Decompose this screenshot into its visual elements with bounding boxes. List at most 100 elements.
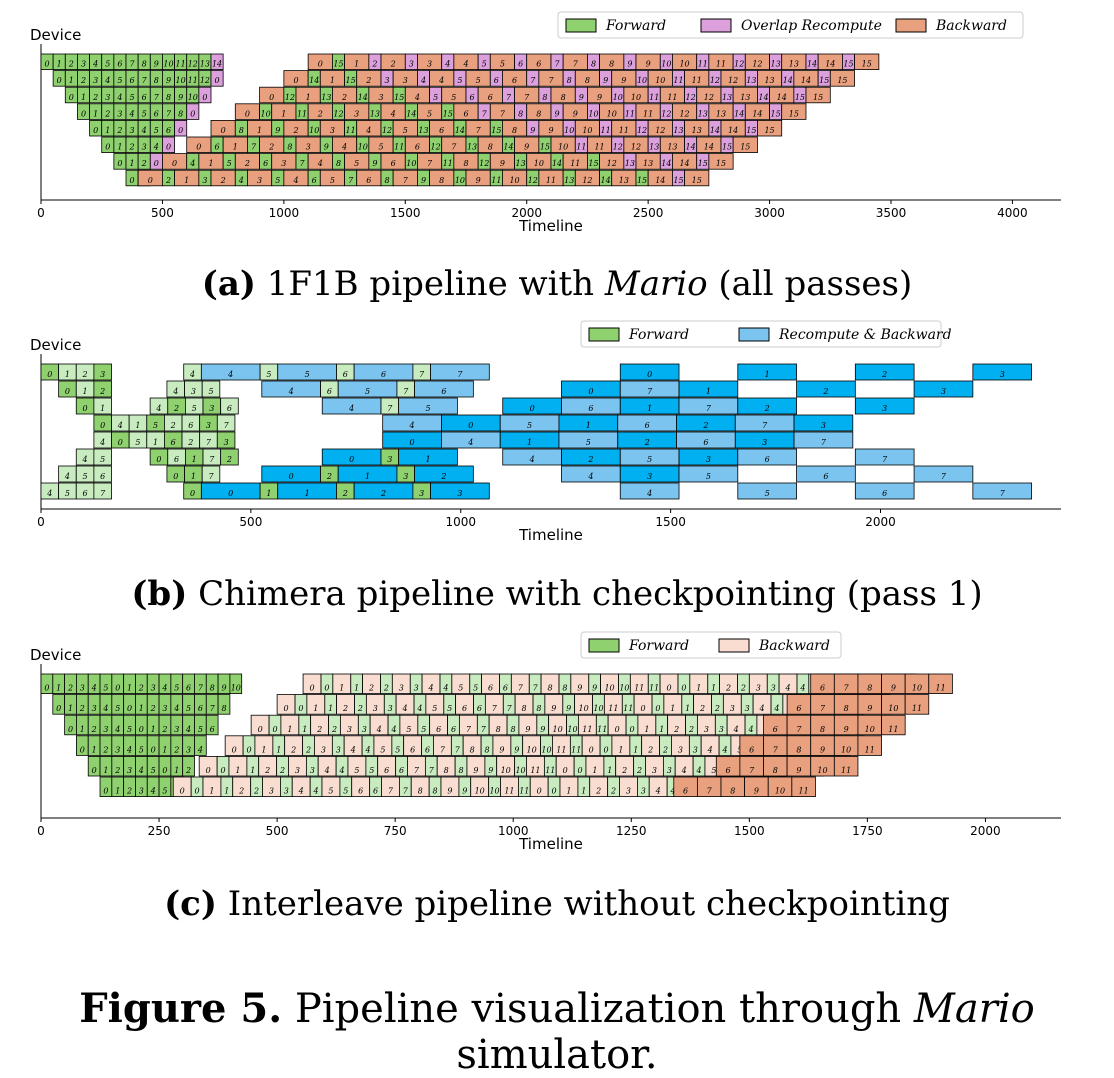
block-label: 1 xyxy=(696,684,701,693)
block-label: 1 xyxy=(670,704,675,713)
block-label: 14 xyxy=(358,93,368,102)
x-tick-label: 2000 xyxy=(511,206,542,220)
block-label: 5 xyxy=(706,472,711,481)
block-label: 1 xyxy=(302,725,307,734)
block-label: 3 xyxy=(186,745,191,754)
schedule-block xyxy=(781,103,807,120)
block-label: 1 xyxy=(139,704,144,713)
block-label: 7 xyxy=(573,60,579,69)
x-tick-label: 750 xyxy=(384,824,407,838)
block-label: 6 xyxy=(384,766,389,775)
block-label: 7 xyxy=(1000,489,1006,498)
block-label: 1 xyxy=(644,725,649,734)
block-label: 3 xyxy=(762,438,767,447)
block-label: 1 xyxy=(224,787,229,796)
block-label: 8 xyxy=(488,143,493,152)
block-label: 12 xyxy=(704,93,714,102)
block-label: 13 xyxy=(649,143,659,152)
block-label: 4 xyxy=(91,684,97,693)
block-label: 3 xyxy=(403,472,408,481)
block-label: 9 xyxy=(820,745,825,754)
block-label: 7 xyxy=(388,787,394,796)
block-label: 8 xyxy=(496,725,501,734)
block-label: 15 xyxy=(346,76,356,85)
block-label: 1 xyxy=(83,387,88,396)
schedule-block xyxy=(854,448,915,466)
block-label: 1 xyxy=(174,766,179,775)
block-label: 10 xyxy=(489,787,499,796)
block-label: 3 xyxy=(209,404,214,413)
schedule-block xyxy=(398,397,458,415)
block-label: 11 xyxy=(625,109,635,118)
block-label: 2 xyxy=(610,787,616,796)
block-label: 1 xyxy=(162,745,167,754)
block-label: 4 xyxy=(92,60,98,69)
block-label: 3 xyxy=(387,455,392,464)
block-label: 6 xyxy=(439,126,444,135)
block-label: 9 xyxy=(597,93,602,102)
block-label: 3 xyxy=(678,745,683,754)
block-label: 0 xyxy=(130,176,135,185)
block-label: 15 xyxy=(771,109,781,118)
block-label: 0 xyxy=(83,404,88,413)
x-tick-label: 0 xyxy=(37,824,45,838)
block-label: 0 xyxy=(127,704,132,713)
block-label: 0 xyxy=(57,76,62,85)
block-label: 4 xyxy=(773,704,779,713)
block-label: 9 xyxy=(891,684,896,693)
block-label: 4 xyxy=(189,159,195,168)
block-label: 4 xyxy=(529,455,535,464)
block-label: 1 xyxy=(93,109,98,118)
block-label: 3 xyxy=(347,725,352,734)
block-label: 3 xyxy=(706,455,711,464)
block-label: 9 xyxy=(579,93,584,102)
block-label: 7 xyxy=(796,725,802,734)
block-label: 2 xyxy=(440,472,446,481)
block-label: 0 xyxy=(655,704,660,713)
block-label: 9 xyxy=(462,787,467,796)
block-label: 3 xyxy=(652,766,657,775)
block-label: 5 xyxy=(139,745,144,754)
block-label: 2 xyxy=(636,766,642,775)
block-label: 0 xyxy=(100,421,105,430)
schedule-block xyxy=(796,380,856,398)
block-label: 3 xyxy=(641,787,646,796)
x-tick-label: 4000 xyxy=(997,206,1028,220)
block-label: 2 xyxy=(173,745,179,754)
block-label: 6 xyxy=(645,421,650,430)
block-label: 8 xyxy=(287,143,292,152)
block-label: 11 xyxy=(619,126,629,135)
caption-a-text-2: (all passes) xyxy=(718,264,913,304)
block-label: 8 xyxy=(567,76,572,85)
block-label: 9 xyxy=(525,725,530,734)
block-label: 11 xyxy=(634,684,644,693)
block-label: 4 xyxy=(114,725,120,734)
block-label: 1 xyxy=(313,704,318,713)
block-label: 3 xyxy=(174,725,179,734)
legend-entry: Forward xyxy=(628,638,689,654)
block-label: 1 xyxy=(287,725,292,734)
block-label: 9 xyxy=(421,176,426,185)
block-label: 14 xyxy=(679,159,689,168)
block-label: 8 xyxy=(561,93,566,102)
legend-entry: Forward xyxy=(605,18,666,34)
block-label: 3 xyxy=(92,704,97,713)
block-label: 4 xyxy=(153,143,159,152)
block-label: 2 xyxy=(688,725,694,734)
block-label: 4 xyxy=(341,143,347,152)
block-label: 4 xyxy=(64,472,70,481)
schedule-block xyxy=(93,482,112,500)
block-label: 10 xyxy=(534,159,544,168)
block-label: 5 xyxy=(425,404,430,413)
block-label: 0 xyxy=(151,745,156,754)
x-tick-label: 2000 xyxy=(970,824,1001,838)
block-label: 6 xyxy=(343,370,348,379)
block-label: 4 xyxy=(747,725,753,734)
block-label: 8 xyxy=(239,126,244,135)
block-label: 9 xyxy=(514,745,519,754)
block-label: 5 xyxy=(711,766,716,775)
block-label: 1 xyxy=(647,404,652,413)
block-label: 5 xyxy=(527,421,532,430)
block-label: 7 xyxy=(749,766,755,775)
block-label: 7 xyxy=(198,684,204,693)
